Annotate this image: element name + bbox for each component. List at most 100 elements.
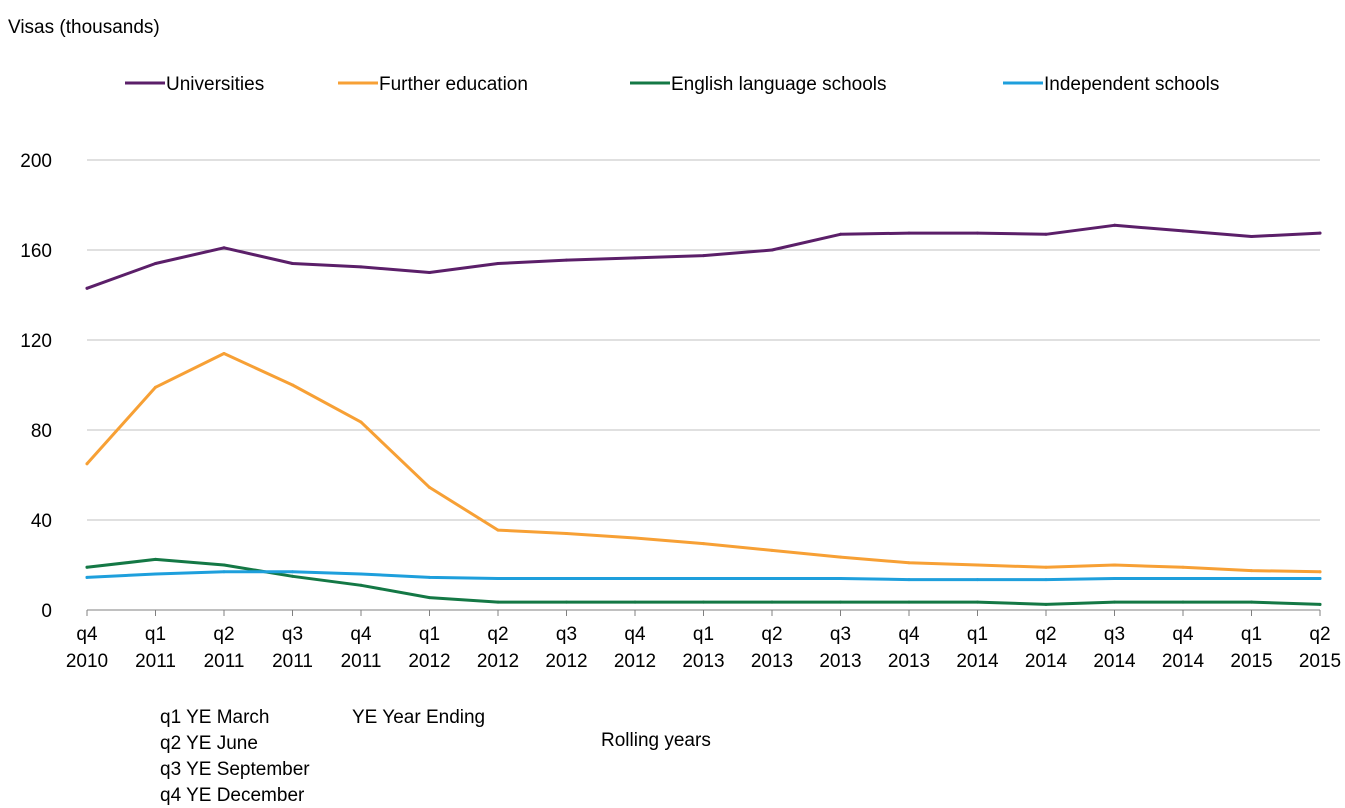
data-point <box>565 258 568 262</box>
data-point <box>702 600 705 604</box>
data-point <box>359 572 363 576</box>
x-tick-label-year: 2011 <box>204 651 245 672</box>
data-point <box>907 578 911 582</box>
series-english-language-schools <box>85 557 1322 606</box>
x-tick-label-year: 2011 <box>135 651 176 672</box>
data-point <box>1250 235 1253 238</box>
data-point <box>976 231 979 235</box>
x-tick-label-year: 2014 <box>1025 651 1068 672</box>
x-tick-label-quarter: q4 <box>350 624 372 645</box>
y-tick-label: 120 <box>20 331 52 352</box>
x-tick-label-year: 2013 <box>751 651 793 672</box>
data-point <box>702 254 705 258</box>
x-tick-label-quarter: q4 <box>76 624 98 645</box>
data-point <box>1318 231 1322 235</box>
abbreviation-note: YE Year Ending <box>352 707 486 728</box>
data-point <box>222 352 226 355</box>
data-point <box>1044 578 1048 582</box>
quarter-key-q3: q3 YE September <box>160 759 310 780</box>
data-point <box>976 600 979 604</box>
x-tick-label-quarter: q3 <box>556 624 577 645</box>
data-point <box>154 385 157 389</box>
y-tick-label: 40 <box>31 511 52 532</box>
data-point <box>428 575 431 579</box>
data-point <box>291 262 294 265</box>
data-point <box>770 248 774 252</box>
data-point <box>976 563 979 567</box>
data-point <box>1250 577 1253 580</box>
data-point <box>907 561 911 565</box>
x-tick-label-year: 2013 <box>682 651 724 672</box>
quarter-key-q4: q4 YE December <box>160 785 305 806</box>
data-point <box>359 583 363 587</box>
data-point <box>839 232 842 236</box>
data-point <box>633 577 637 580</box>
data-point <box>565 577 568 580</box>
x-tick-label-year: 2012 <box>614 651 656 672</box>
y-tick-label: 160 <box>20 241 52 262</box>
series-line <box>85 352 1322 574</box>
legend-label: Further education <box>379 74 528 95</box>
data-point <box>633 600 637 604</box>
data-point <box>702 542 705 546</box>
quarter-key-q2: q2 YE June <box>160 733 258 754</box>
legend-label: English language schools <box>671 74 887 95</box>
y-tick-label: 80 <box>31 421 52 442</box>
x-tick-label-year: 2012 <box>545 651 587 672</box>
data-point <box>1044 602 1048 606</box>
data-point <box>85 565 89 569</box>
data-point <box>85 575 89 579</box>
data-point <box>839 555 842 559</box>
x-tick-label-year: 2014 <box>1162 651 1205 672</box>
data-point <box>633 256 637 260</box>
data-point <box>1113 223 1116 227</box>
x-tick-label-quarter: q1 <box>419 624 440 645</box>
y-axis-title: Visas (thousands) <box>8 17 160 38</box>
data-point <box>1250 600 1253 604</box>
data-point <box>496 262 500 265</box>
data-point <box>702 577 705 580</box>
x-tick-label-quarter: q2 <box>213 624 234 645</box>
data-point <box>839 600 842 604</box>
data-point <box>1113 563 1116 567</box>
x-axis-title: Rolling years <box>601 730 711 751</box>
data-point <box>85 462 89 466</box>
x-tick-label-year: 2015 <box>1230 651 1272 672</box>
data-point <box>428 485 431 489</box>
x-tick-label-quarter: q2 <box>1309 624 1330 645</box>
x-tick-label-quarter: q2 <box>761 624 782 645</box>
data-point <box>1044 565 1048 569</box>
data-point <box>1044 232 1048 236</box>
data-point <box>291 383 294 387</box>
x-tick-label-quarter: q3 <box>1104 624 1125 645</box>
data-point <box>291 574 294 578</box>
x-tick-label-year: 2010 <box>66 651 108 672</box>
data-point <box>1181 565 1185 569</box>
data-point <box>976 578 979 582</box>
legend-label: Universities <box>166 74 264 95</box>
data-point <box>291 570 294 574</box>
data-point <box>428 271 431 274</box>
x-tick-label-quarter: q1 <box>145 624 166 645</box>
x-tick-label-quarter: q1 <box>1241 624 1262 645</box>
x-tick-label-year: 2011 <box>341 651 382 672</box>
x-tick-label-quarter: q2 <box>487 624 508 645</box>
data-point <box>85 286 89 290</box>
data-point <box>565 532 568 535</box>
series-universities <box>85 223 1322 290</box>
gridlines <box>87 159 1320 521</box>
x-tick-label-quarter: q1 <box>693 624 714 645</box>
data-point <box>154 262 157 265</box>
x-tick-label-quarter: q4 <box>1172 624 1194 645</box>
x-tick-label-quarter: q4 <box>898 624 920 645</box>
x-tick-label-year: 2015 <box>1299 651 1341 672</box>
data-point <box>770 577 774 580</box>
data-point <box>1113 600 1116 604</box>
x-tick-label-year: 2012 <box>408 651 450 672</box>
data-point <box>1318 602 1322 606</box>
x-tick-label-year: 2014 <box>1093 651 1136 672</box>
data-point <box>1318 577 1322 580</box>
data-point <box>839 577 842 580</box>
x-tick-label-quarter: q3 <box>830 624 851 645</box>
